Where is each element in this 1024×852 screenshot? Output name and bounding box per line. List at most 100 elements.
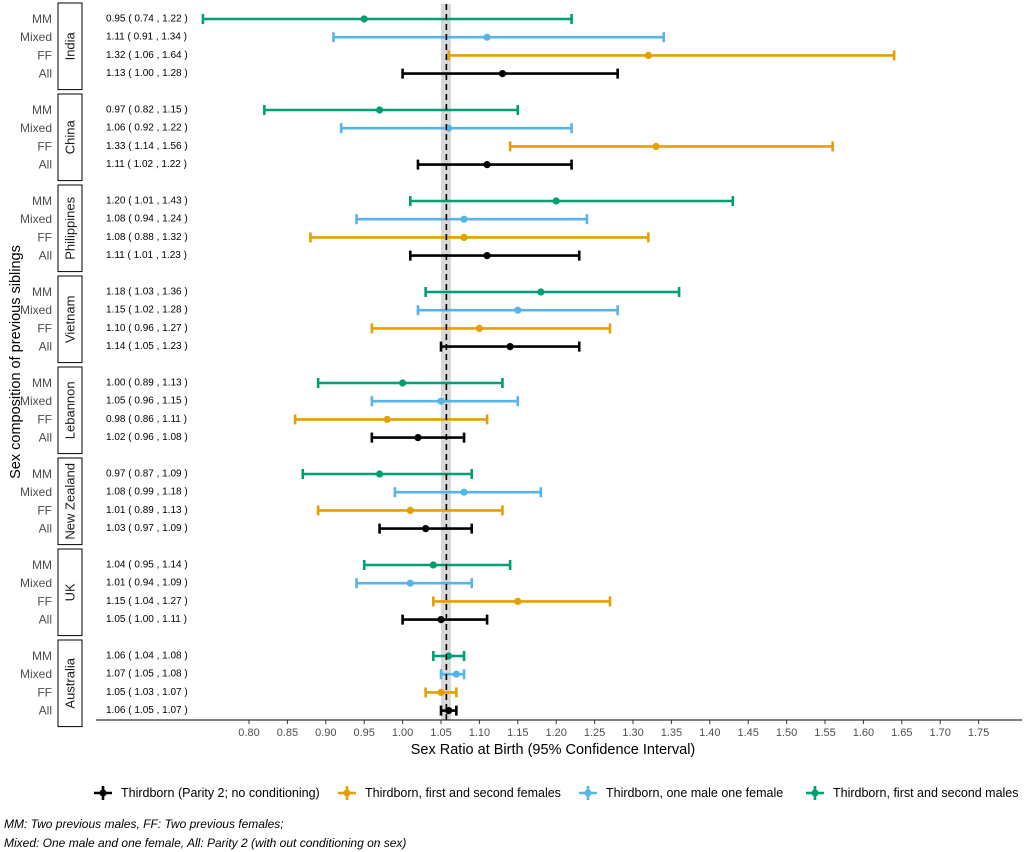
estimate-point — [437, 616, 445, 624]
estimate-label: 0.98 ( 0.86 , 1.11 ) — [106, 414, 187, 425]
estimate-label: 0.97 ( 0.87 , 1.09 ) — [106, 469, 188, 480]
estimate-point — [414, 434, 422, 442]
row-label: FF — [37, 503, 52, 517]
row-label: MM — [32, 558, 52, 572]
reference-band — [441, 4, 451, 720]
estimate-point — [506, 343, 514, 351]
panel-strip — [57, 548, 83, 637]
forest-plot: India MM 0.95 ( 0.74 , 1.22 ) Mixed 1.11 ( 0… — [8, 2, 1022, 800]
row-label: FF — [37, 230, 52, 244]
estimate-label: 1.04 ( 0.95 , 1.14 ) — [106, 560, 188, 571]
row-label: MM — [32, 103, 52, 117]
row-label: Mixed — [20, 394, 52, 408]
panel-label-uk: UK — [63, 583, 78, 601]
estimate-label: 1.00 ( 0.89 , 1.13 ) — [106, 378, 188, 389]
row-label: All — [39, 613, 52, 627]
x-tick-label: 1.05 — [430, 727, 451, 739]
row-label: MM — [32, 285, 52, 299]
legend-label: Thirdborn, first and second females — [365, 786, 561, 800]
row-label: Mixed — [20, 485, 52, 499]
estimate-point — [475, 324, 483, 332]
x-tick-label: 1.40 — [699, 727, 720, 739]
estimate-point — [437, 688, 445, 697]
estimate-label: 1.06 ( 1.05 , 1.07 ) — [106, 705, 188, 716]
row-label: All — [39, 158, 52, 172]
estimate-point — [360, 15, 368, 23]
row-label: All — [39, 522, 52, 536]
legend-label: Thirdborn, one male one female — [606, 786, 783, 800]
estimate-label: 1.06 ( 1.04 , 1.08 ) — [106, 651, 188, 662]
panel-label-india: India — [63, 31, 78, 60]
estimate-point — [460, 233, 468, 241]
estimate-point — [552, 197, 560, 205]
x-tick-label: 1.75 — [968, 727, 989, 739]
y-axis-title: Sex composition of previous siblings — [8, 245, 24, 479]
row-label: Mixed — [20, 576, 52, 590]
estimate-label: 1.01 ( 0.89 , 1.13 ) — [106, 505, 188, 516]
row-label: MM — [32, 376, 52, 390]
legend-label: Thirdborn, first and second males — [833, 786, 1019, 800]
estimate-point — [498, 70, 507, 78]
estimate-point — [406, 579, 414, 587]
row-label: All — [39, 704, 52, 718]
row-label: Mixed — [20, 667, 52, 681]
row-label: MM — [32, 649, 52, 663]
panel-strip — [57, 275, 83, 364]
x-tick-label: 1.70 — [929, 727, 950, 739]
estimate-point — [375, 470, 384, 478]
estimate-label: 1.14 ( 1.05 , 1.23 ) — [106, 341, 188, 352]
estimate-label: 0.97 ( 0.82 , 1.15 ) — [106, 105, 188, 116]
x-tick-label: 1.65 — [891, 727, 912, 739]
legend-key-point — [811, 789, 819, 797]
estimate-point — [537, 288, 545, 296]
panel-strip — [57, 93, 83, 182]
estimate-label: 1.05 ( 1.00 , 1.11 ) — [106, 614, 187, 625]
x-tick-label: 0.80 — [238, 727, 259, 739]
estimate-label: 1.05 ( 0.96 , 1.15 ) — [106, 396, 188, 407]
estimate-point — [483, 252, 491, 260]
estimate-label: 1.08 ( 0.94 , 1.24 ) — [106, 214, 188, 225]
row-label: FF — [37, 48, 52, 62]
estimate-point — [437, 397, 445, 405]
x-tick-label: 1.25 — [584, 727, 605, 739]
panel-strip — [57, 639, 83, 728]
estimate-label: 1.05 ( 1.03 , 1.07 ) — [106, 687, 188, 698]
x-tick-label: 0.95 — [353, 727, 374, 739]
x-tick-label: 0.90 — [315, 727, 336, 739]
estimate-label: 1.20 ( 1.01 , 1.43 ) — [106, 196, 188, 207]
estimate-label: 1.13 ( 1.00 , 1.28 ) — [106, 68, 188, 79]
row-label: Mixed — [20, 121, 52, 135]
estimate-label: 1.11 ( 0.91 , 1.34 ) — [106, 32, 187, 43]
row-label: FF — [37, 412, 52, 426]
estimate-label: 1.11 ( 1.01 , 1.23 ) — [106, 250, 187, 261]
estimate-point — [644, 51, 652, 60]
row-label: All — [39, 249, 52, 263]
estimate-label: 1.18 ( 1.03 , 1.36 ) — [106, 287, 188, 298]
panel-label-philippines: Philippines — [63, 196, 78, 259]
panel-strip — [57, 2, 83, 91]
legend-key-point — [584, 789, 592, 797]
estimate-label: 1.08 ( 0.99 , 1.18 ) — [106, 487, 188, 498]
panel-label-vietnam: Vietnam — [63, 296, 78, 343]
estimate-point — [460, 488, 468, 496]
x-tick-label: 0.85 — [277, 727, 298, 739]
x-tick-label: 1.20 — [545, 727, 566, 739]
legend-label: Thirdborn (Parity 2; no conditioning) — [121, 786, 320, 800]
legend-key-point — [99, 789, 107, 797]
estimate-label: 1.07 ( 1.05 , 1.08 ) — [106, 669, 188, 680]
footnote-line-2: Mixed: One male and one female, All: Par… — [4, 836, 407, 850]
x-tick-label: 1.15 — [507, 727, 528, 739]
panel-strip — [57, 184, 83, 273]
estimate-label: 1.01 ( 0.94 , 1.09 ) — [106, 578, 188, 589]
estimate-point — [383, 415, 391, 423]
row-label: MM — [32, 194, 52, 208]
row-label: All — [39, 431, 52, 445]
estimate-label: 1.11 ( 1.02 , 1.22 ) — [106, 159, 187, 170]
row-label: FF — [37, 594, 52, 608]
footnote-line-1: MM: Two previous males, FF: Two previous… — [4, 817, 284, 831]
estimate-label: 1.08 ( 0.88 , 1.32 ) — [106, 232, 188, 243]
estimate-point — [422, 525, 430, 533]
estimate-label: 1.06 ( 0.92 , 1.22 ) — [106, 123, 188, 134]
x-tick-label: 1.35 — [661, 727, 682, 739]
estimate-label: 1.03 ( 0.97 , 1.09 ) — [106, 523, 188, 534]
